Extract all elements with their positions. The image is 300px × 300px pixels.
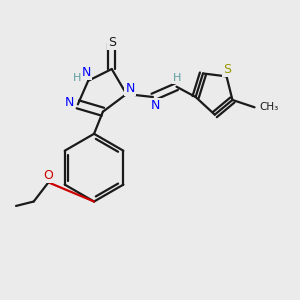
Text: N: N bbox=[125, 82, 135, 95]
Text: N: N bbox=[82, 66, 92, 79]
Text: H: H bbox=[173, 74, 181, 83]
Text: S: S bbox=[108, 36, 116, 49]
Text: N: N bbox=[151, 99, 160, 112]
Text: N: N bbox=[65, 96, 74, 110]
Text: CH₃: CH₃ bbox=[260, 102, 279, 112]
Text: S: S bbox=[223, 63, 231, 76]
Text: O: O bbox=[43, 169, 53, 182]
Text: H: H bbox=[73, 73, 81, 83]
